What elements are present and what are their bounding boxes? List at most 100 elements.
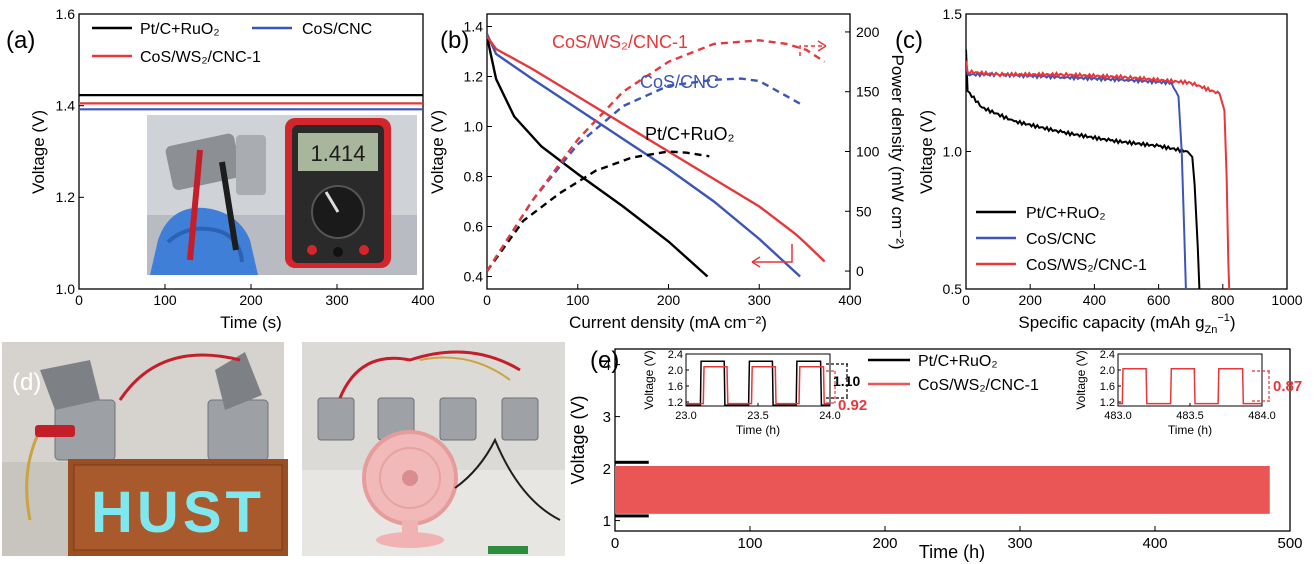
inset-1-xlabel: Time (h) xyxy=(736,423,780,437)
panel-c-ylabel: Voltage (V) xyxy=(917,110,936,194)
inset-2-ylabel: Voltage (V) xyxy=(1074,350,1088,409)
i1-xtick-label: 24.0 xyxy=(819,410,840,422)
a-xtick-label: 0 xyxy=(75,292,83,308)
i1-xtick-label: 23.0 xyxy=(675,410,696,422)
a-ytick-label: 1.4 xyxy=(56,98,76,114)
inset-1-gap-black: 1.10 xyxy=(833,373,860,389)
b-y2tick-label: 50 xyxy=(856,203,872,219)
panel-e-axes: 0 100 200 300 400 500 1 2 3 4 xyxy=(603,357,1303,552)
panel-e-inset-1: 23.0 23.5 24.0 1.2 1.6 2.0 2.4 Voltage (V) Tim… xyxy=(642,349,867,437)
a-xtick-label: 400 xyxy=(411,292,435,308)
panel-b: (b) 0 100 200 300 400 0.4 0.6 0.8 1.0 1.2 1.4 0 50 10… xyxy=(428,13,907,332)
i1-xtick-label: 23.5 xyxy=(747,410,768,422)
annot-b-pt: Pt/C+RuO₂ xyxy=(645,124,735,144)
photo-led-board: HUST xyxy=(2,342,288,556)
b-series-line-5 xyxy=(487,39,826,272)
i2-ytick-label: 1.6 xyxy=(1100,381,1115,393)
a-ytick-label: 1.0 xyxy=(56,281,76,297)
e-ytick-label: 4 xyxy=(603,357,611,374)
b-series-line-3 xyxy=(487,150,710,272)
panel-c-legend: Pt/C+RuO₂ CoS/CNC CoS/WS₂/CNC-1 xyxy=(976,205,1147,274)
panel-d: HUST (d) xyxy=(2,342,565,556)
panel-a: (a) 0 100 200 300 400 1.0 1.2 1.4 1.6 Voltage (V… xyxy=(6,6,435,332)
panel-b-series xyxy=(487,33,826,278)
e-series-band-ws xyxy=(615,466,1270,514)
panel-b-label: (b) xyxy=(440,27,469,54)
panel-e-frame xyxy=(614,348,1291,532)
panel-c: (c) 0 200 400 600 800 1000 0.5 1.0 1.5 Voltage (… xyxy=(895,6,1303,336)
c-xtick-label: 600 xyxy=(1147,292,1171,308)
panel-e: 0 100 200 300 400 500 1 2 3 4 Voltage (V) Time (h… xyxy=(568,347,1303,562)
inset-2-frame xyxy=(1117,353,1263,407)
e-series-band-pt-bottom xyxy=(615,514,649,518)
inset-1-frame xyxy=(685,353,831,407)
inset-2-gap-red: 0.87 xyxy=(1273,378,1302,395)
panel-a-axes: 0 100 200 300 400 1.0 1.2 1.4 1.6 xyxy=(56,6,435,308)
e-xtick-label: 200 xyxy=(872,535,897,552)
legend-a-ws: CoS/WS₂/CNC-1 xyxy=(140,49,261,66)
panel-a-ylabel: Voltage (V) xyxy=(29,110,48,194)
panel-a-xlabel: Time (s) xyxy=(220,313,282,332)
c-series-line-0 xyxy=(966,49,1201,289)
i2-xtick-label: 483.5 xyxy=(1176,410,1204,422)
a-xtick-label: 100 xyxy=(153,292,177,308)
i2-ytick-label: 2.4 xyxy=(1100,349,1115,361)
panel-c-label: (c) xyxy=(895,27,923,54)
panel-c-frame xyxy=(965,13,1288,290)
b-ytick-label: 1.0 xyxy=(464,118,484,134)
b-series-line-1 xyxy=(487,33,801,278)
a-xtick-label: 200 xyxy=(239,292,263,308)
multimeter-photo: 1.414 xyxy=(147,115,417,275)
b-xtick-label: 0 xyxy=(483,292,491,308)
legend-c-cos: CoS/CNC xyxy=(1026,231,1096,248)
i2-xtick-label: 484.0 xyxy=(1248,410,1276,422)
panel-a-label: (a) xyxy=(6,27,35,54)
c-series-line-2 xyxy=(966,60,1231,289)
i2-ytick-label: 2.0 xyxy=(1100,365,1115,377)
i2-ytick-label: 1.2 xyxy=(1100,397,1115,409)
inset-1-axes: 23.0 23.5 24.0 1.2 1.6 2.0 2.4 xyxy=(668,349,841,422)
led-board-text: HUST xyxy=(91,480,265,545)
i1-ytick-label: 2.4 xyxy=(668,349,683,361)
e-xtick-label: 400 xyxy=(1142,535,1167,552)
b-series-line-2 xyxy=(487,35,826,263)
legend-c-ws: CoS/WS₂/CNC-1 xyxy=(1026,257,1147,274)
a-ytick-label: 1.6 xyxy=(56,6,76,22)
legend-e-pt: Pt/C+RuO₂ xyxy=(918,353,998,370)
panel-e-ylabel: Voltage (V) xyxy=(568,395,588,484)
inset-1-series xyxy=(686,360,830,406)
panel-b-axes: 0 100 200 300 400 0.4 0.6 0.8 1.0 1.2 1.4 0 50 100 150… xyxy=(464,18,880,308)
annot-b-ws: CoS/WS₂/CNC-1 xyxy=(552,32,688,52)
i2-xtick-label: 483.0 xyxy=(1104,410,1132,422)
panel-b-y2label: Power density (mW cm⁻²) xyxy=(888,54,907,249)
c-xtick-label: 0 xyxy=(962,292,970,308)
multimeter-display: 1.414 xyxy=(310,141,365,166)
e-series-band-pt-top xyxy=(615,460,649,464)
panel-e-xlabel: Time (h) xyxy=(919,542,985,562)
panel-c-axes: 0 200 400 600 800 1000 0.5 1.0 1.5 xyxy=(943,6,1303,308)
panel-a-series xyxy=(79,93,423,111)
e-xtick-label: 0 xyxy=(611,535,619,552)
panel-a-legend: Pt/C+RuO₂ CoS/CNC CoS/WS₂/CNC-1 xyxy=(92,21,372,66)
photo-fan xyxy=(302,342,565,556)
inset-2-xlabel: Time (h) xyxy=(1168,423,1212,437)
panel-c-series xyxy=(966,49,1231,289)
b-y2tick-label: 150 xyxy=(856,84,880,100)
inset-1-gap-markers xyxy=(826,363,848,404)
b-xtick-label: 100 xyxy=(566,292,590,308)
e-ytick-label: 1 xyxy=(603,513,611,530)
b-y2tick-label: 200 xyxy=(856,24,880,40)
panel-e-inset-2: 483.0 483.5 484.01.21.62.02.4 Voltage (V) … xyxy=(1074,349,1302,437)
a-xtick-label: 300 xyxy=(325,292,349,308)
b-ytick-label: 0.6 xyxy=(464,218,484,234)
b-ytick-label: 0.8 xyxy=(464,168,484,184)
e-ytick-label: 3 xyxy=(603,409,611,426)
c-xtick-label: 400 xyxy=(1083,292,1107,308)
legend-e-ws: CoS/WS₂/CNC-1 xyxy=(918,377,1039,394)
b-ytick-label: 1.4 xyxy=(464,18,484,34)
a-ytick-label: 1.2 xyxy=(56,189,76,205)
inset-2-axes: 483.0 483.5 484.0 1.2 1.6 2.0 2.4 xyxy=(1100,349,1276,422)
b-xtick-label: 400 xyxy=(838,292,862,308)
i1-ytick-label: 1.2 xyxy=(668,397,683,409)
